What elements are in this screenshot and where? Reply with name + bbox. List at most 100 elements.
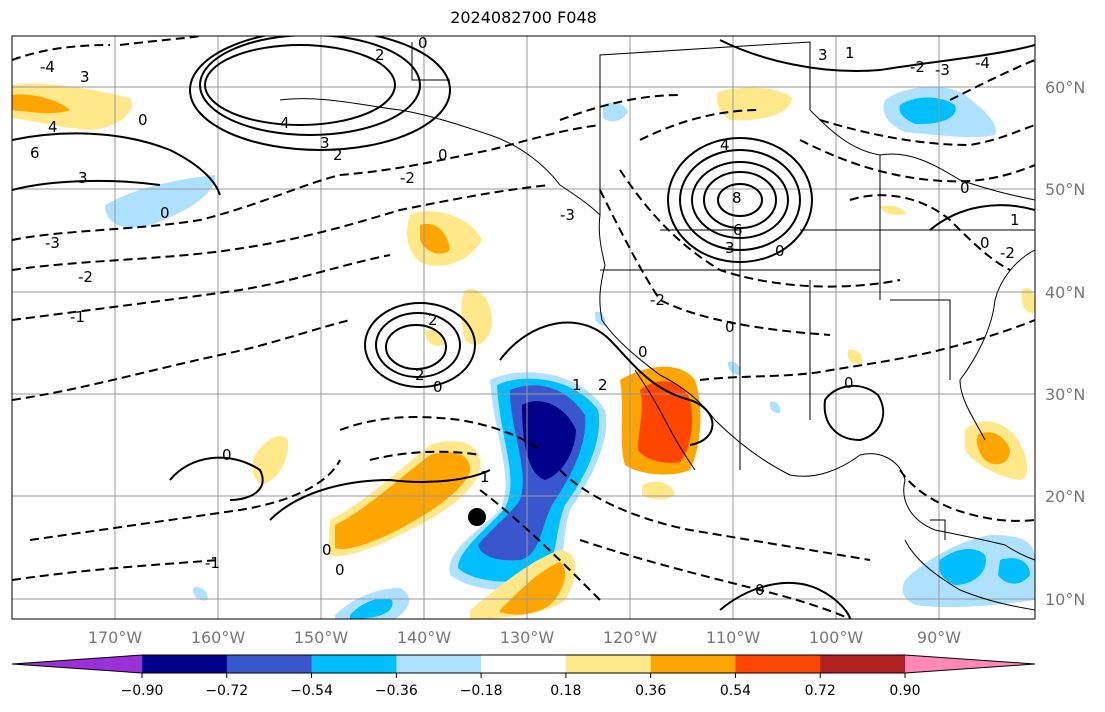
lat-label: 30°N: [1045, 385, 1085, 404]
contour-label: -2: [400, 169, 415, 187]
contour-label: -1: [205, 554, 220, 572]
lon-label: 160°W: [191, 628, 246, 647]
contour-label: 0: [138, 111, 148, 129]
lon-label: 140°W: [397, 628, 452, 647]
colorbar: −0.90 −0.72 −0.54 −0.36 −0.18 0.18 0.36 0.54 0.7…: [11, 654, 1036, 699]
contour-label: 6: [30, 144, 40, 162]
colorbar-segment: [311, 655, 397, 673]
positive-anomaly-region: [500, 562, 566, 615]
positive-anomaly-region: [638, 381, 692, 463]
colorbar-segment: [735, 655, 821, 673]
contour-label: 3: [725, 239, 735, 257]
contour-label: 0: [638, 343, 648, 361]
contour-label: 0: [418, 34, 428, 52]
negative-contours: [12, 36, 1035, 619]
negative-anomaly-region: [727, 361, 741, 375]
contour-label: 0: [755, 581, 765, 599]
contour-label: -3: [45, 234, 60, 252]
negative-anomaly-region: [594, 311, 606, 326]
colorbar-segment: [481, 655, 567, 673]
positive-anomaly-region: [420, 223, 450, 254]
colorbar-segment: [226, 655, 313, 673]
lon-label: 170°W: [88, 628, 143, 647]
colorbar-tick-label: 0.54: [720, 683, 751, 699]
contour-label: 3: [80, 68, 90, 86]
contour-label: 0: [775, 242, 785, 260]
negative-anomaly-region: [938, 548, 986, 585]
lat-label: 10°N: [1045, 590, 1085, 609]
contour-label: 0: [160, 204, 170, 222]
longitude-labels: 170°W 160°W 150°W 140°W 130°W 120°W 110°…: [88, 628, 961, 647]
contour-label: 2: [333, 146, 343, 164]
contour-label: 2: [415, 366, 425, 384]
negative-anomaly-region: [899, 97, 956, 125]
map-border: [11, 35, 1036, 620]
positive-anomaly-region: [847, 349, 863, 365]
contour-label: -2: [650, 291, 665, 309]
contour-label: -4: [40, 58, 55, 76]
contour-label: 0: [980, 234, 990, 252]
latitude-labels: 60°N 50°N 40°N 30°N 20°N 10°N: [1045, 78, 1085, 609]
positive-anomaly-region: [461, 289, 492, 345]
contour-label: 8: [732, 189, 742, 207]
lon-label: 110°W: [706, 628, 761, 647]
negative-anomaly-region: [105, 175, 216, 228]
lat-label: 60°N: [1045, 78, 1085, 97]
contour-label: 3: [818, 46, 828, 64]
positive-anomaly-region: [12, 94, 70, 114]
contour-label: -2: [78, 268, 93, 286]
lon-label: 100°W: [809, 628, 864, 647]
contour-label: -2: [910, 58, 925, 76]
contour-label: 1: [572, 376, 582, 394]
contour-label: 0: [322, 541, 332, 559]
lat-label: 20°N: [1045, 487, 1085, 506]
contour-label: 2: [598, 376, 608, 394]
contour-label: 3: [78, 169, 88, 187]
contour-label: 0: [222, 446, 232, 464]
colorbar-tick-label: 0.36: [635, 683, 666, 699]
contour-label: -4: [975, 54, 990, 72]
storm-center-marker: [468, 508, 486, 526]
contour-label: -3: [560, 206, 575, 224]
contour-label: 2: [428, 311, 438, 329]
coastlines: [279, 41, 1035, 611]
contour-label: 2: [375, 46, 385, 64]
negative-anomaly-region: [603, 102, 628, 122]
positive-contours: [12, 36, 1035, 619]
contour-label: 3: [320, 134, 330, 152]
contour-label: 0: [438, 146, 448, 164]
positive-anomaly-region: [880, 205, 906, 215]
contour-label: 6: [733, 221, 743, 239]
contour-label: 0: [844, 374, 854, 392]
contour-label: 0: [433, 378, 443, 396]
contour-label: 4: [720, 136, 730, 154]
negative-anomaly-region: [522, 401, 576, 480]
colorbar-tick-label: 0.18: [550, 683, 581, 699]
colorbar-tick-label: −0.54: [290, 683, 333, 699]
negative-anomaly-region: [350, 598, 393, 619]
map-title: 2024082700 F048: [450, 8, 597, 27]
negative-anomaly-region: [193, 587, 208, 601]
colorbar-tick-label: 0.72: [805, 683, 836, 699]
positive-anomaly-region: [335, 452, 471, 550]
contour-label: 0: [725, 318, 735, 336]
colorbar-tick-label: −0.18: [460, 683, 503, 699]
contour-label: 4: [280, 114, 290, 132]
colorbar-extend-max: [905, 655, 1035, 673]
colorbar-tick-label: −0.36: [375, 683, 418, 699]
colorbar-tick-label: 0.90: [889, 683, 920, 699]
colorbar-extend-min: [12, 655, 142, 673]
shaded-fields: [12, 83, 1035, 619]
colorbar-segment: [820, 655, 906, 673]
contour-label: -2: [1000, 244, 1015, 262]
negative-anomaly-region: [998, 558, 1030, 584]
contour-label: 1: [480, 468, 490, 486]
contour-labels: 0 2 4 3 2 0 4 8 6 3 0 2 2 0 2 1 0 0 -2 0…: [30, 34, 1020, 599]
lon-label: 90°W: [917, 628, 961, 647]
colorbar-segment: [396, 655, 482, 673]
colorbar-segment: [565, 655, 652, 673]
contour-label: -3: [935, 61, 950, 79]
lat-label: 50°N: [1045, 180, 1085, 199]
lon-label: 150°W: [294, 628, 349, 647]
